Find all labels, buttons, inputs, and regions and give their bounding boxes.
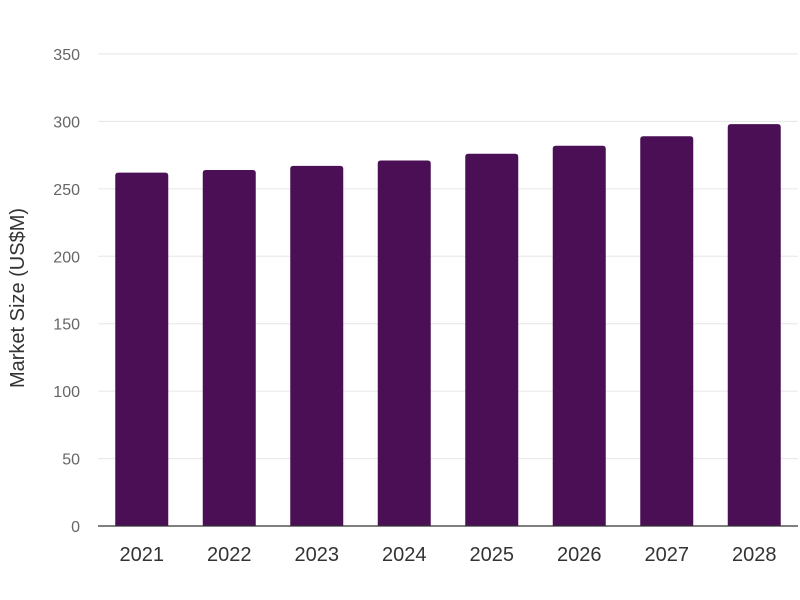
bar-2024[interactable] — [377, 160, 431, 526]
x-tick-label: 2023 — [295, 544, 340, 566]
x-axis-ticks: 2021 2022 2023 2024 2025 2026 2027 2028 — [120, 544, 777, 566]
y-tick-label: 150 — [53, 317, 80, 334]
y-axis-ticks: 0 50 100 150 200 250 300 350 — [53, 47, 80, 536]
bar-2025[interactable] — [465, 153, 519, 526]
x-tick-label: 2027 — [645, 544, 690, 566]
bar-2023[interactable] — [290, 165, 344, 526]
y-tick-label: 200 — [53, 249, 80, 266]
y-axis-title: Market Size (US$M) — [7, 208, 29, 388]
x-tick-label: 2024 — [382, 544, 427, 566]
y-tick-label: 350 — [53, 47, 80, 64]
x-tick-label: 2028 — [732, 544, 777, 566]
bar-2022[interactable] — [202, 169, 256, 526]
y-tick-label: 300 — [53, 114, 80, 131]
bar-2028[interactable] — [727, 124, 781, 526]
bar-2027[interactable] — [640, 136, 694, 526]
y-tick-label: 50 — [62, 452, 80, 469]
bars — [115, 124, 781, 526]
y-tick-label: 0 — [71, 519, 80, 536]
y-tick-label: 100 — [53, 384, 80, 401]
x-tick-label: 2026 — [557, 544, 602, 566]
bar-2026[interactable] — [552, 145, 606, 526]
bar-2021[interactable] — [115, 172, 169, 526]
x-tick-label: 2022 — [207, 544, 252, 566]
y-tick-label: 250 — [53, 182, 80, 199]
x-tick-label: 2025 — [470, 544, 515, 566]
x-tick-label: 2021 — [120, 544, 165, 566]
